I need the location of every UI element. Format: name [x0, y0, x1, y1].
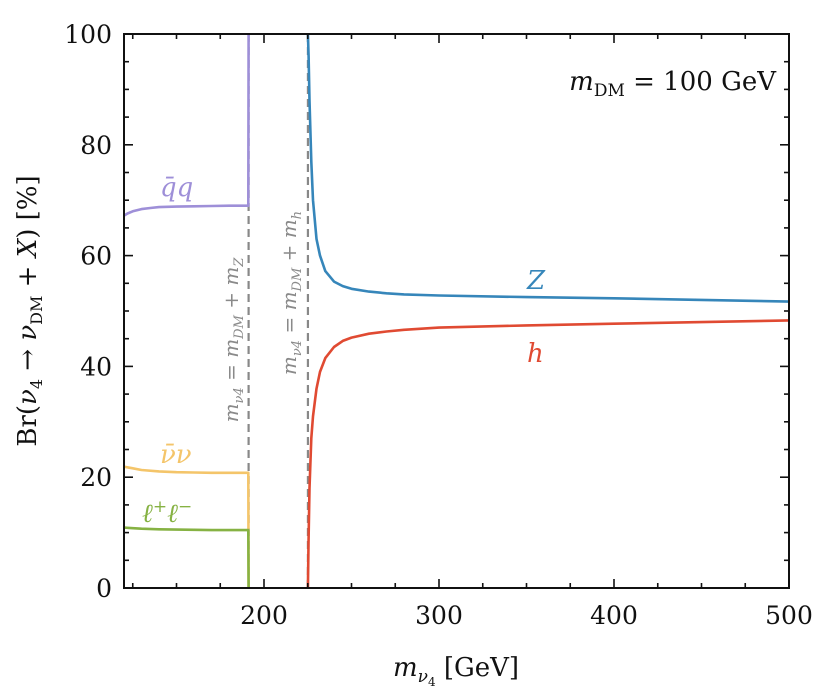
x-tick-label: 500 — [765, 601, 813, 630]
x-tick-label: 400 — [590, 601, 638, 630]
x-tick-label: 300 — [415, 601, 463, 630]
series-line-3 — [306, 34, 789, 303]
series-label-nunu: ν̄ν — [160, 440, 192, 470]
series-line-2 — [124, 526, 250, 588]
x-tick-label: 200 — [240, 601, 288, 630]
series-line-0 — [124, 34, 250, 217]
y-tick-label: 60 — [80, 242, 112, 271]
threshold-label-mz: mν4 = mDM + mZ — [219, 257, 247, 423]
series-line-4 — [306, 319, 789, 588]
threshold-label-mh: mν4 = mDM + mh — [277, 211, 305, 375]
series-label-h: h — [527, 339, 544, 369]
y-tick-label: 40 — [80, 352, 112, 381]
series-label-ll: ℓ+ℓ− — [142, 497, 192, 529]
y-tick-label: 0 — [96, 574, 112, 603]
series-line-1 — [124, 465, 250, 588]
y-tick-label: 100 — [64, 20, 112, 49]
series-label-z: Z — [526, 266, 546, 296]
y-tick-label: 80 — [80, 131, 112, 160]
y-tick-label: 20 — [80, 463, 112, 492]
dm-mass-annotation: mDM = 100 GeV — [569, 67, 777, 101]
y-axis-title: Br(ν4 → νDM + X) [%] — [13, 175, 46, 446]
series-label-qq: q̄q — [160, 173, 193, 203]
x-axis-title: mν4 [GeV] — [393, 653, 519, 689]
